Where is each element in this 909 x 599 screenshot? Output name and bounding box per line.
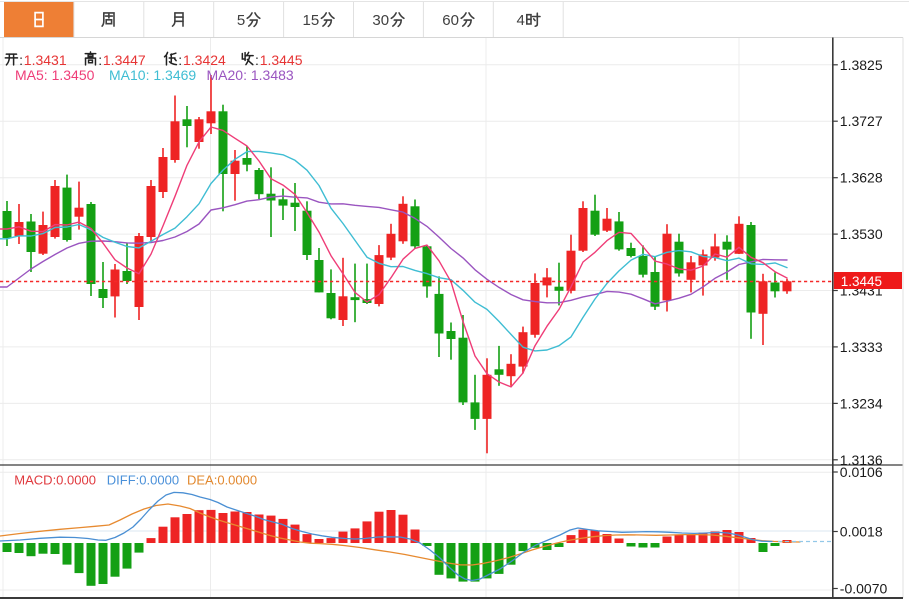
- svg-text:1.3447: 1.3447: [103, 52, 146, 68]
- svg-text::: :: [178, 52, 182, 68]
- svg-text:1.3234: 1.3234: [840, 395, 883, 411]
- svg-text:15: 15: [303, 12, 320, 29]
- svg-text:1.3136: 1.3136: [840, 452, 883, 468]
- svg-text:1.3825: 1.3825: [840, 57, 883, 73]
- svg-text:1.3628: 1.3628: [840, 170, 883, 186]
- svg-text:4: 4: [517, 12, 525, 29]
- svg-text:60: 60: [442, 12, 459, 29]
- svg-text:5: 5: [237, 12, 245, 29]
- svg-text:DIFF:0.0000: DIFF:0.0000: [107, 472, 179, 487]
- svg-text:1.3727: 1.3727: [840, 113, 883, 129]
- svg-text::: :: [19, 52, 23, 68]
- svg-text:DEA:0.0000: DEA:0.0000: [187, 472, 257, 487]
- svg-text:1.3333: 1.3333: [840, 339, 883, 355]
- svg-text:MA10: 1.3469: MA10: 1.3469: [109, 67, 196, 83]
- svg-text::: :: [255, 52, 259, 68]
- svg-text:1.3530: 1.3530: [840, 226, 883, 242]
- svg-text:MA5: 1.3450: MA5: 1.3450: [15, 67, 95, 83]
- svg-text:1.3445: 1.3445: [260, 52, 303, 68]
- svg-text::: :: [98, 52, 102, 68]
- svg-text:0.0106: 0.0106: [840, 464, 883, 480]
- svg-text:0.0018: 0.0018: [840, 524, 883, 540]
- svg-text:MA20: 1.3483: MA20: 1.3483: [207, 67, 294, 83]
- svg-text:30: 30: [372, 12, 389, 29]
- svg-text:1.3431: 1.3431: [24, 52, 67, 68]
- svg-text:1.3445: 1.3445: [841, 274, 882, 289]
- svg-text:1.3424: 1.3424: [183, 52, 226, 68]
- svg-text:MACD:0.0000: MACD:0.0000: [14, 472, 96, 487]
- svg-text:-0.0070: -0.0070: [840, 581, 888, 597]
